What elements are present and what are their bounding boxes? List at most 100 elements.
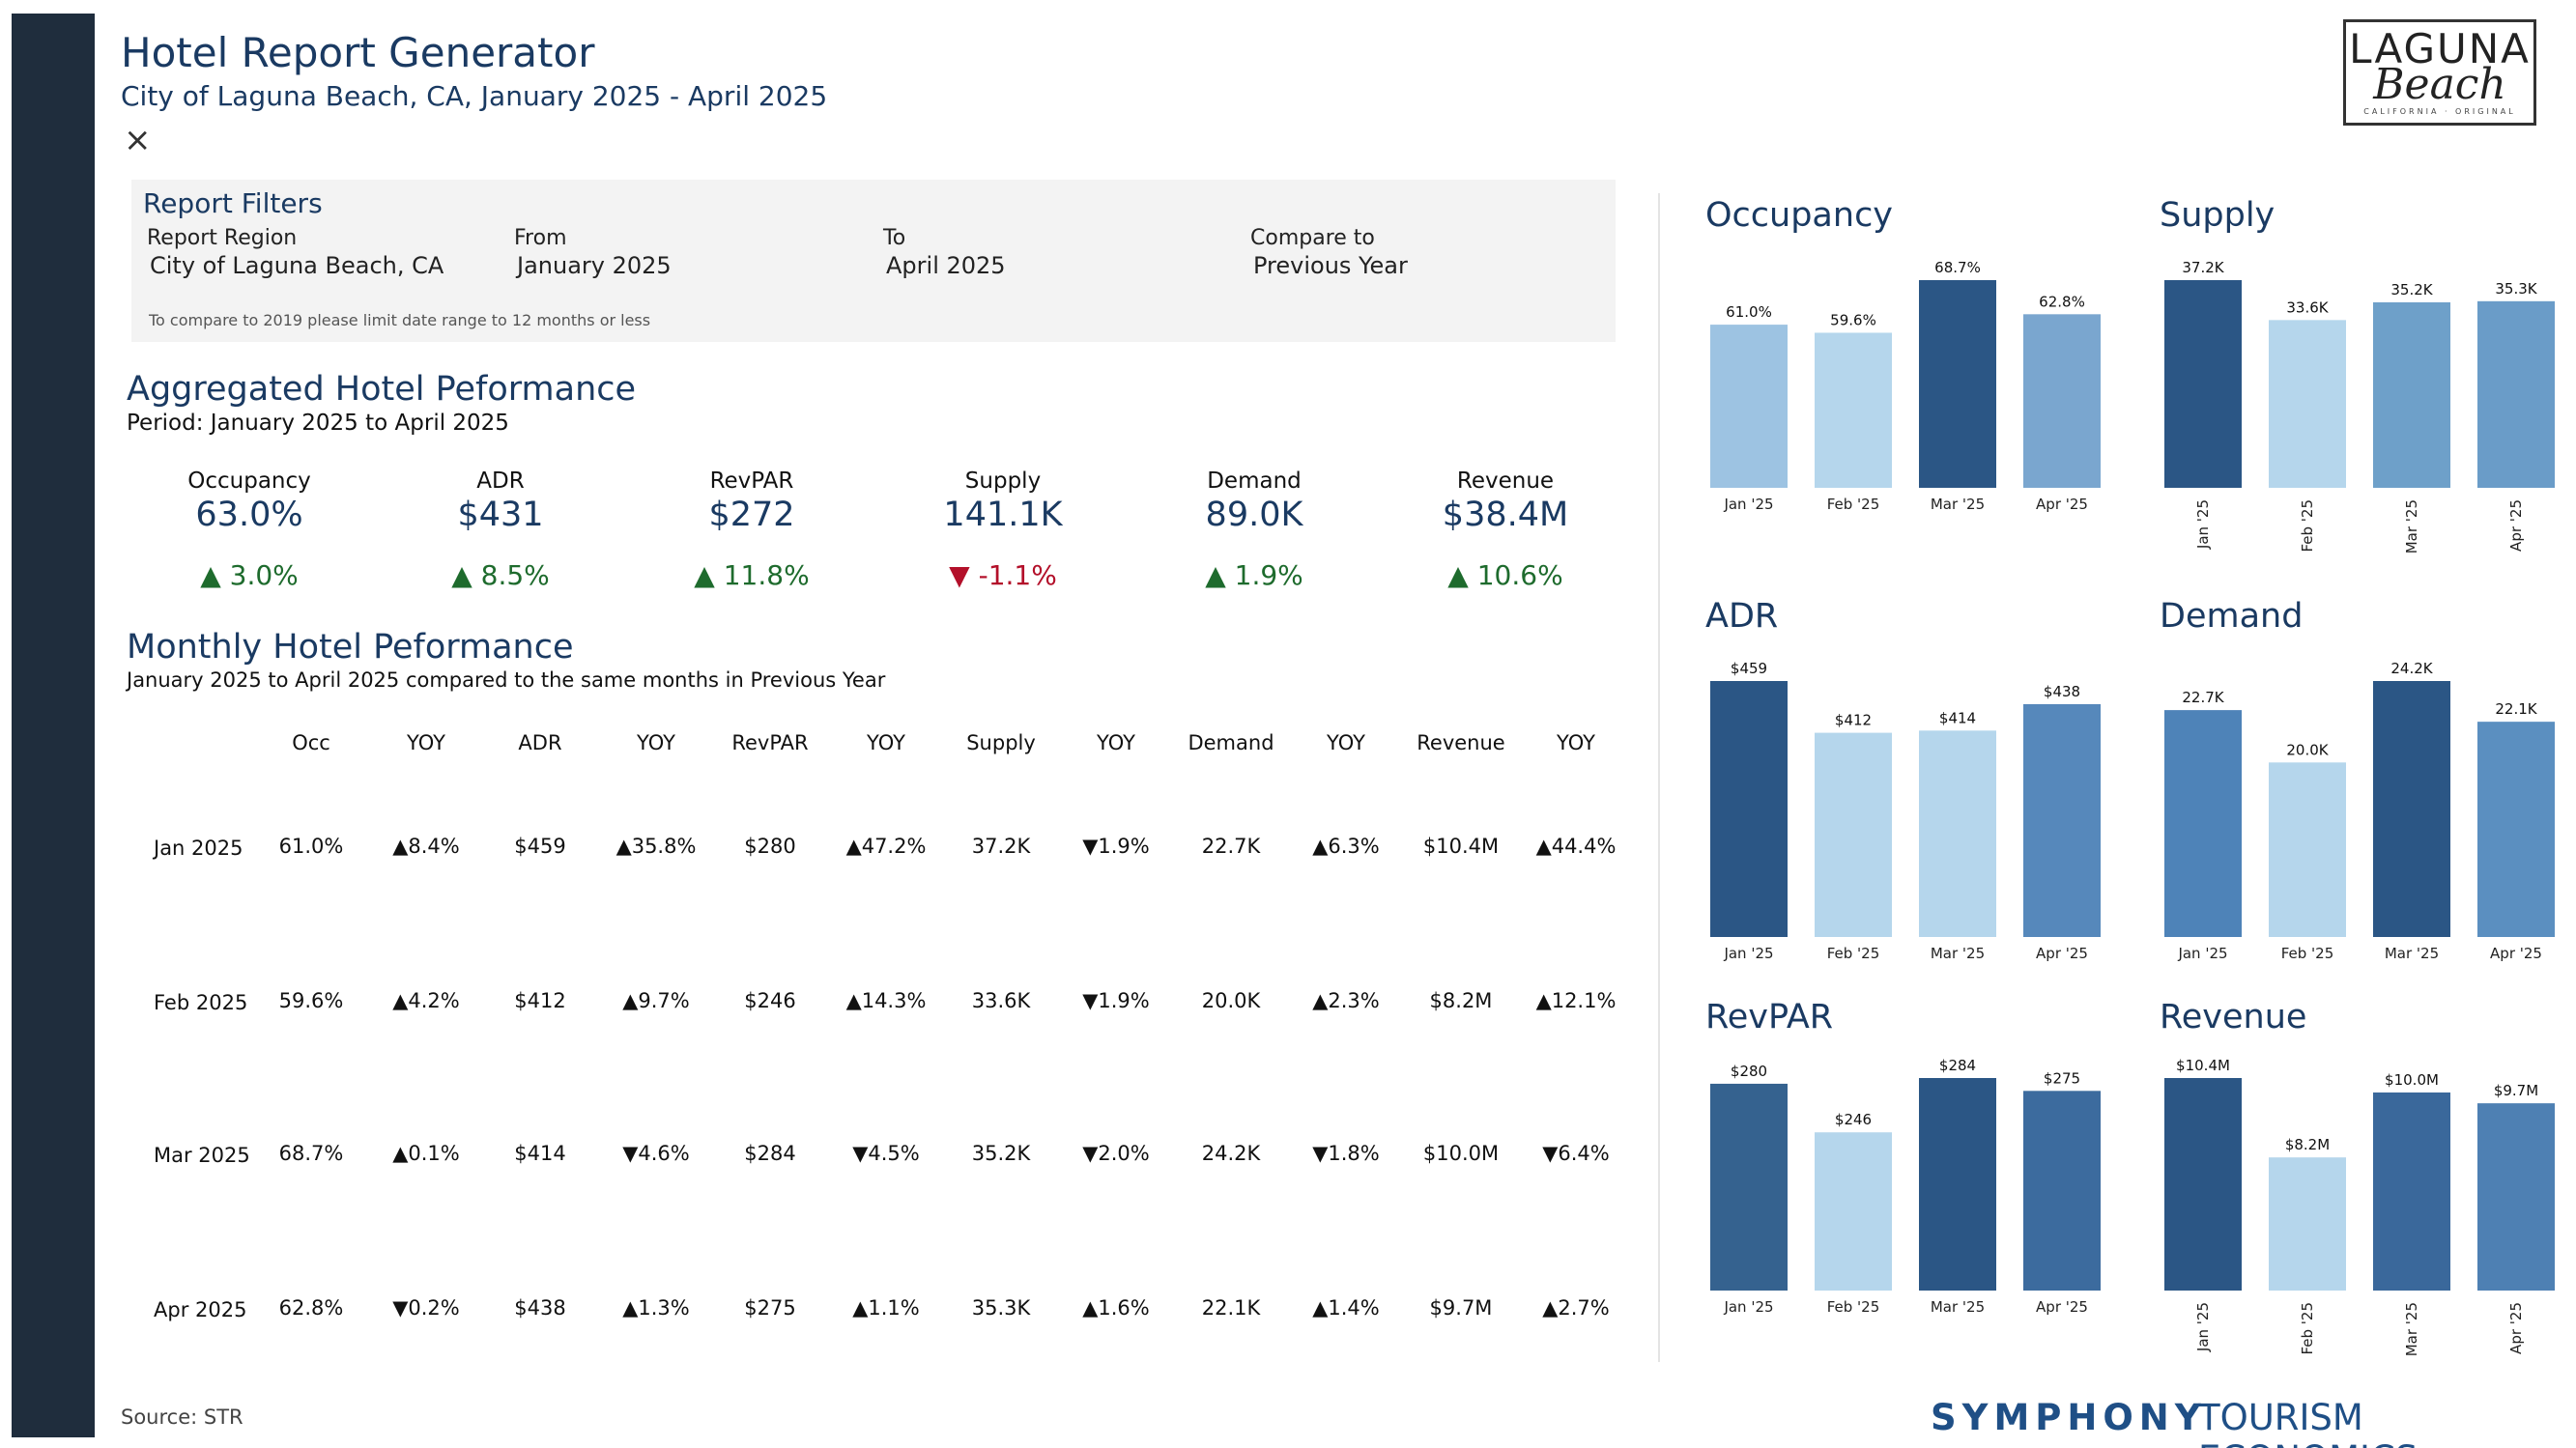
chart-bar[interactable] [2269, 1157, 2346, 1291]
kpi-revenue: Revenue $38.4M ▲ 10.6% [1380, 468, 1631, 591]
bar-data-label: $275 [2044, 1069, 2080, 1087]
kpi-demand: Demand 89.0K ▲ 1.9% [1129, 468, 1380, 591]
close-icon[interactable]: × [124, 121, 152, 159]
chart-bar[interactable] [2373, 1092, 2450, 1291]
kpi-label: ADR [476, 468, 525, 494]
chart-bar[interactable] [1710, 325, 1788, 488]
kpi-change: ▲ 3.0% [200, 559, 299, 591]
kpi-value: 89.0K [1205, 496, 1303, 534]
table-header: YOY [1097, 731, 1135, 754]
x-tick-label: Feb '25 [1827, 496, 1880, 513]
chart-bar[interactable] [2164, 710, 2242, 937]
table-cell: $10.0M [1422, 1142, 1500, 1165]
table-cell: $280 [744, 835, 796, 858]
table-cell: ▲1.6% [1082, 1296, 1150, 1320]
aggregated-section-title: Aggregated Hotel Peformance [127, 370, 637, 409]
chart-bar[interactable] [2477, 300, 2555, 488]
chart-bar[interactable] [1815, 732, 1892, 937]
chart-bar[interactable] [2023, 314, 2101, 488]
table-cell: $9.7M [1429, 1296, 1493, 1320]
monthly-section-subtitle: January 2025 to April 2025 compared to t… [127, 668, 886, 692]
chart-bar[interactable] [1710, 1083, 1788, 1291]
kpi-label: Revenue [1456, 468, 1555, 494]
section-divider [1658, 193, 1660, 1362]
bar-data-label: $284 [1939, 1057, 1976, 1074]
x-tick-label: Feb '25 [2281, 945, 2334, 962]
filter-value: January 2025 [517, 252, 672, 279]
bar-chart-revpar: $280 Jan '25 $246 Feb '25 $284 Mar '25 $275 Apr… [1710, 1057, 2101, 1316]
filter-to[interactable]: To April 2025 [883, 226, 1006, 279]
table-cell: $246 [744, 989, 796, 1012]
chart-bar[interactable] [2164, 280, 2242, 488]
table-cell: 35.3K [971, 1296, 1031, 1320]
bar-data-label: 37.2K [2182, 259, 2224, 276]
x-tick-label: Mar '25 [1931, 496, 1985, 513]
table-cell: $8.2M [1429, 989, 1493, 1012]
chart-bar[interactable] [2373, 301, 2450, 488]
aggregated-period: Period: January 2025 to April 2025 [127, 411, 509, 436]
table-header: RevPAR [731, 731, 809, 754]
chart-bar[interactable] [2023, 1091, 2101, 1291]
table-cell: $414 [514, 1142, 566, 1165]
kpi-adr: ADR $431 ▲ 8.5% [375, 468, 626, 591]
bar-data-label: $10.4M [2176, 1057, 2230, 1074]
chart-bar[interactable] [1919, 1078, 1996, 1291]
bar-chart-demand: 22.7K Jan '25 20.0K Feb '25 24.2K Mar '25 22.1… [2164, 660, 2555, 962]
table-header: YOY [1327, 731, 1365, 754]
chart-bar[interactable] [2269, 320, 2346, 488]
chart-title: Revenue [2160, 998, 2307, 1036]
table-cell: ▲1.3% [622, 1296, 690, 1320]
chart-bar[interactable] [1710, 681, 1788, 937]
bar-data-label: $8.2M [2285, 1136, 2330, 1153]
table-cell: 20.0K [1201, 989, 1261, 1012]
table-row-label: Mar 2025 [154, 1144, 250, 1167]
monthly-section-title: Monthly Hotel Peformance [127, 628, 574, 667]
bar-data-label: 33.6K [2286, 298, 2329, 316]
left-sidebar [12, 14, 95, 1437]
table-cell: ▼2.0% [1082, 1142, 1150, 1165]
chart-bar[interactable] [1919, 280, 1996, 488]
chart-bar[interactable] [2477, 1103, 2555, 1291]
filter-report-region[interactable]: Report Region City of Laguna Beach, CA [147, 226, 444, 279]
bar-chart-adr: $459 Jan '25 $412 Feb '25 $414 Mar '25 $438 Apr… [1710, 660, 2101, 962]
table-cell: ▼1.9% [1082, 989, 1150, 1012]
filter-from[interactable]: From January 2025 [514, 226, 672, 279]
table-cell: ▼6.4% [1542, 1142, 1610, 1165]
table-row-label: Feb 2025 [154, 991, 248, 1014]
x-tick-label: Apr '25 [2036, 945, 2088, 962]
table-cell: ▼1.8% [1312, 1142, 1380, 1165]
kpi-value: $272 [708, 496, 795, 534]
kpi-change: ▼ -1.1% [949, 559, 1057, 591]
chart-bar[interactable] [2269, 762, 2346, 937]
x-tick-label: Jan '25 [2194, 499, 2212, 550]
table-cell: ▲2.3% [1312, 989, 1380, 1012]
x-tick-label: Jan '25 [2177, 945, 2227, 962]
tourism-economics-brand: TOURISM ECONOMICS [2198, 1397, 2418, 1448]
kpi-value: 63.0% [195, 496, 303, 534]
table-cell: ▲12.1% [1535, 989, 1617, 1012]
table-cell: ▲14.3% [845, 989, 927, 1012]
kpi-value: 141.1K [943, 496, 1063, 534]
bar-data-label: 22.1K [2495, 700, 2537, 718]
bar-data-label: $10.0M [2385, 1071, 2439, 1089]
page-title: Hotel Report Generator [121, 29, 595, 76]
x-tick-label: Feb '25 [1827, 945, 1880, 962]
kpi-change: ▲ 11.8% [694, 559, 810, 591]
chart-bar[interactable] [1815, 332, 1892, 488]
chart-bar[interactable] [1815, 1132, 1892, 1291]
chart-bar[interactable] [2023, 703, 2101, 937]
filter-compare-to[interactable]: Compare to Previous Year [1250, 226, 1408, 279]
table-cell: ▲6.3% [1312, 835, 1380, 858]
table-header: YOY [407, 731, 445, 754]
bar-data-label: 68.7% [1934, 259, 1981, 276]
chart-title: Occupancy [1705, 196, 1894, 235]
chart-bar[interactable] [1919, 730, 1996, 937]
chart-bar[interactable] [2373, 681, 2450, 937]
table-cell: 61.0% [278, 835, 344, 858]
table-cell: 22.7K [1201, 835, 1261, 858]
chart-bar[interactable] [2164, 1078, 2242, 1291]
x-tick-label: Apr '25 [2036, 496, 2088, 513]
table-cell: ▲35.8% [615, 835, 697, 858]
x-tick-label: Mar '25 [2403, 499, 2420, 554]
chart-bar[interactable] [2477, 722, 2555, 937]
